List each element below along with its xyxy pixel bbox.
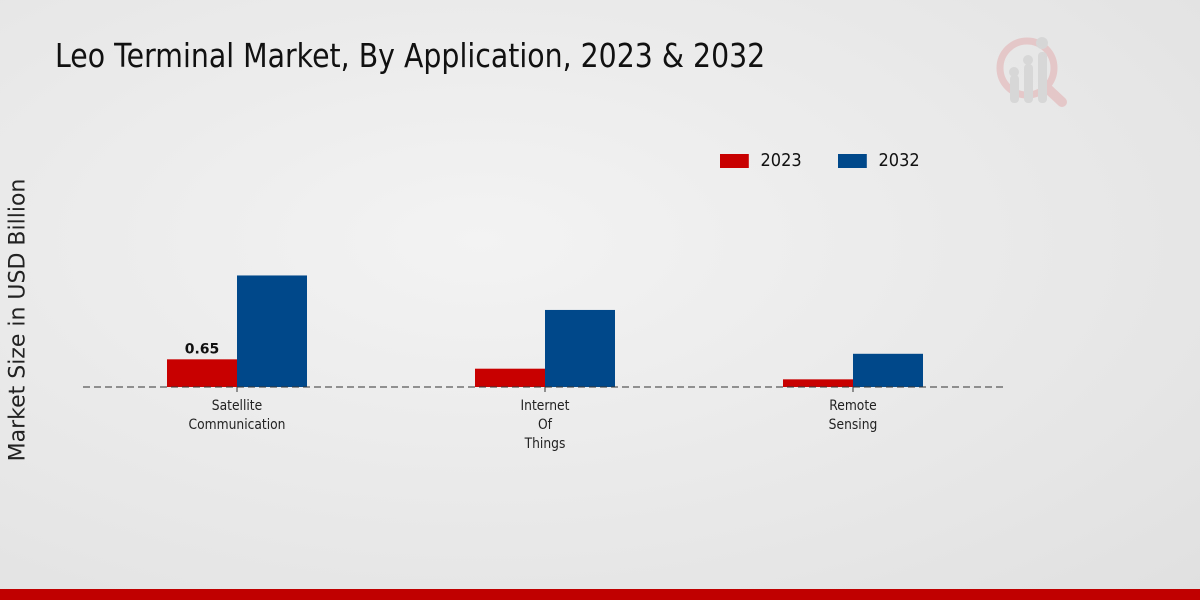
legend-item-2032: 2032 <box>838 150 920 171</box>
data-label: 0.65 <box>185 341 220 357</box>
legend-swatch-2032 <box>838 153 867 168</box>
bar-2032-0 <box>237 275 307 387</box>
x-tick-label: Satellite <box>212 398 262 414</box>
legend-label: 2023 <box>760 150 802 171</box>
legend-label: 2032 <box>878 150 920 171</box>
bar-2023-1 <box>475 368 545 387</box>
x-tick-label: Sensing <box>829 417 878 433</box>
bar-2032-1 <box>545 309 615 387</box>
watermark-logo-icon <box>996 37 1067 107</box>
footer-bar <box>0 589 1200 600</box>
x-tick-label: Of <box>538 417 552 433</box>
x-tick-label: Remote <box>829 398 876 414</box>
chart-title: Leo Terminal Market, By Application, 202… <box>55 36 766 75</box>
legend-swatch-2023 <box>720 153 749 168</box>
bar-2023-0 <box>167 359 237 387</box>
x-tick-label: Things <box>524 436 566 452</box>
x-tick-label: Communication <box>188 417 285 433</box>
bar-2032-2 <box>853 353 923 387</box>
legend-item-2023: 2023 <box>720 150 802 171</box>
x-tick-label: Internet <box>521 398 570 414</box>
bar-2023-2 <box>783 379 853 387</box>
